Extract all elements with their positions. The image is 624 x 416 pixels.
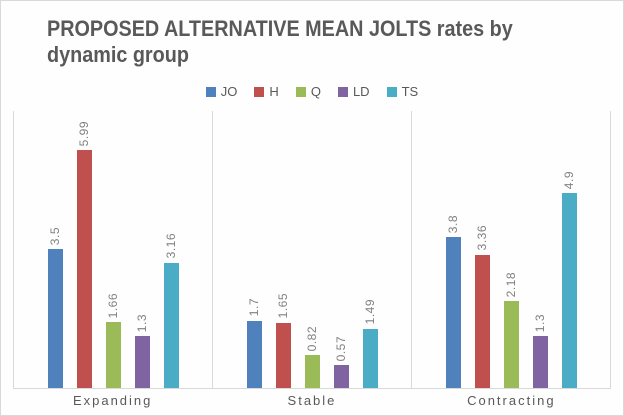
bar-value-label: 1.66 xyxy=(106,292,120,319)
legend-item-jo: JO xyxy=(205,84,238,99)
chart-legend: JO H Q LD TS xyxy=(1,84,623,99)
bar-value-label: 3.5 xyxy=(48,226,62,245)
bar-value-label: 0.57 xyxy=(334,336,348,362)
bar-rect xyxy=(503,301,519,388)
bar-rect xyxy=(134,336,150,388)
bar-h-expanding: 5.99 xyxy=(76,120,92,388)
bar-q-contracting: 2.18 xyxy=(503,272,519,388)
category-axis: Expanding Stable Contracting xyxy=(13,393,611,408)
bar-value-label: 1.49 xyxy=(363,299,377,325)
bar-ld-contracting: 1.3 xyxy=(532,314,548,388)
bar-q-stable: 0.82 xyxy=(304,326,320,388)
bar-rect xyxy=(304,355,320,388)
bar-value-label: 1.7 xyxy=(247,298,261,317)
legend-label: H xyxy=(269,84,279,99)
bar-rect xyxy=(333,365,349,388)
legend-color-swatch xyxy=(205,86,216,97)
legend-label: TS xyxy=(401,84,419,99)
bar-ts-expanding: 3.16 xyxy=(163,233,179,388)
bar-rect xyxy=(246,320,262,388)
legend-item-ts: TS xyxy=(386,84,419,99)
bar-value-label: 2.18 xyxy=(504,272,518,298)
bar-value-label: 3.16 xyxy=(164,233,178,259)
legend-color-swatch xyxy=(386,86,397,97)
bar-group: 3.5 5.99 1.66 1.3 3.16 xyxy=(47,111,179,388)
legend-color-swatch xyxy=(254,86,265,97)
legend-label: JO xyxy=(220,84,238,99)
bar-rect xyxy=(105,322,121,388)
bar-ts-contracting: 4.9 xyxy=(561,171,577,388)
bar-ld-expanding: 1.3 xyxy=(134,314,150,388)
legend-item-ld: LD xyxy=(337,84,370,99)
bar-ld-stable: 0.57 xyxy=(333,336,349,388)
bar-group: 3.8 3.36 2.18 1.3 4.9 xyxy=(445,111,577,388)
bar-value-label: 1.65 xyxy=(276,293,290,319)
category-label-stable: Stable xyxy=(287,393,337,408)
bar-rect xyxy=(163,262,179,388)
bar-h-contracting: 3.36 xyxy=(474,225,490,388)
category-panel-expanding: 3.5 5.99 1.66 1.3 3.16 xyxy=(14,111,213,388)
bar-group: 1.7 1.65 0.82 0.57 1.49 xyxy=(246,111,378,388)
bar-rect xyxy=(275,322,291,388)
bar-value-label: 4.9 xyxy=(562,171,576,190)
bar-value-label: 1.3 xyxy=(135,314,149,333)
bar-value-label: 3.8 xyxy=(446,214,460,234)
bar-value-label: 3.36 xyxy=(475,225,489,251)
bar-ts-stable: 1.49 xyxy=(362,299,378,388)
chart-title: PROPOSED ALTERNATIVE MEAN JOLTS rates by… xyxy=(47,16,513,68)
bar-rect xyxy=(474,254,490,388)
legend-label: Q xyxy=(310,84,321,99)
plot-area: 3.5 5.99 1.66 1.3 3.16 1.7 1.65 0.82 0.57 1.49 3.8… xyxy=(13,111,611,389)
category-panel-stable: 1.7 1.65 0.82 0.57 1.49 xyxy=(213,111,412,388)
bar-jo-expanding: 3.5 xyxy=(47,226,63,388)
bar-rect xyxy=(76,150,92,388)
category-label-contracting: Contracting xyxy=(467,393,556,408)
bar-rect xyxy=(362,328,378,388)
category-label-expanding: Expanding xyxy=(72,393,153,408)
bar-value-label: 5.99 xyxy=(77,120,91,147)
bar-jo-contracting: 3.8 xyxy=(445,214,461,388)
bar-rect xyxy=(561,193,577,388)
legend-color-swatch xyxy=(337,86,348,97)
legend-item-h: H xyxy=(254,84,279,99)
legend-item-q: Q xyxy=(295,84,321,99)
bar-rect xyxy=(532,336,548,388)
legend-label: LD xyxy=(352,84,370,99)
category-panel-contracting: 3.8 3.36 2.18 1.3 4.9 xyxy=(412,111,610,388)
bar-value-label: 0.82 xyxy=(305,326,319,352)
bar-q-expanding: 1.66 xyxy=(105,292,121,388)
legend-color-swatch xyxy=(295,86,306,97)
bar-rect xyxy=(445,237,461,388)
bar-jo-stable: 1.7 xyxy=(246,298,262,388)
bar-h-stable: 1.65 xyxy=(275,293,291,388)
bar-rect xyxy=(47,249,63,388)
bar-value-label: 1.3 xyxy=(533,314,547,333)
